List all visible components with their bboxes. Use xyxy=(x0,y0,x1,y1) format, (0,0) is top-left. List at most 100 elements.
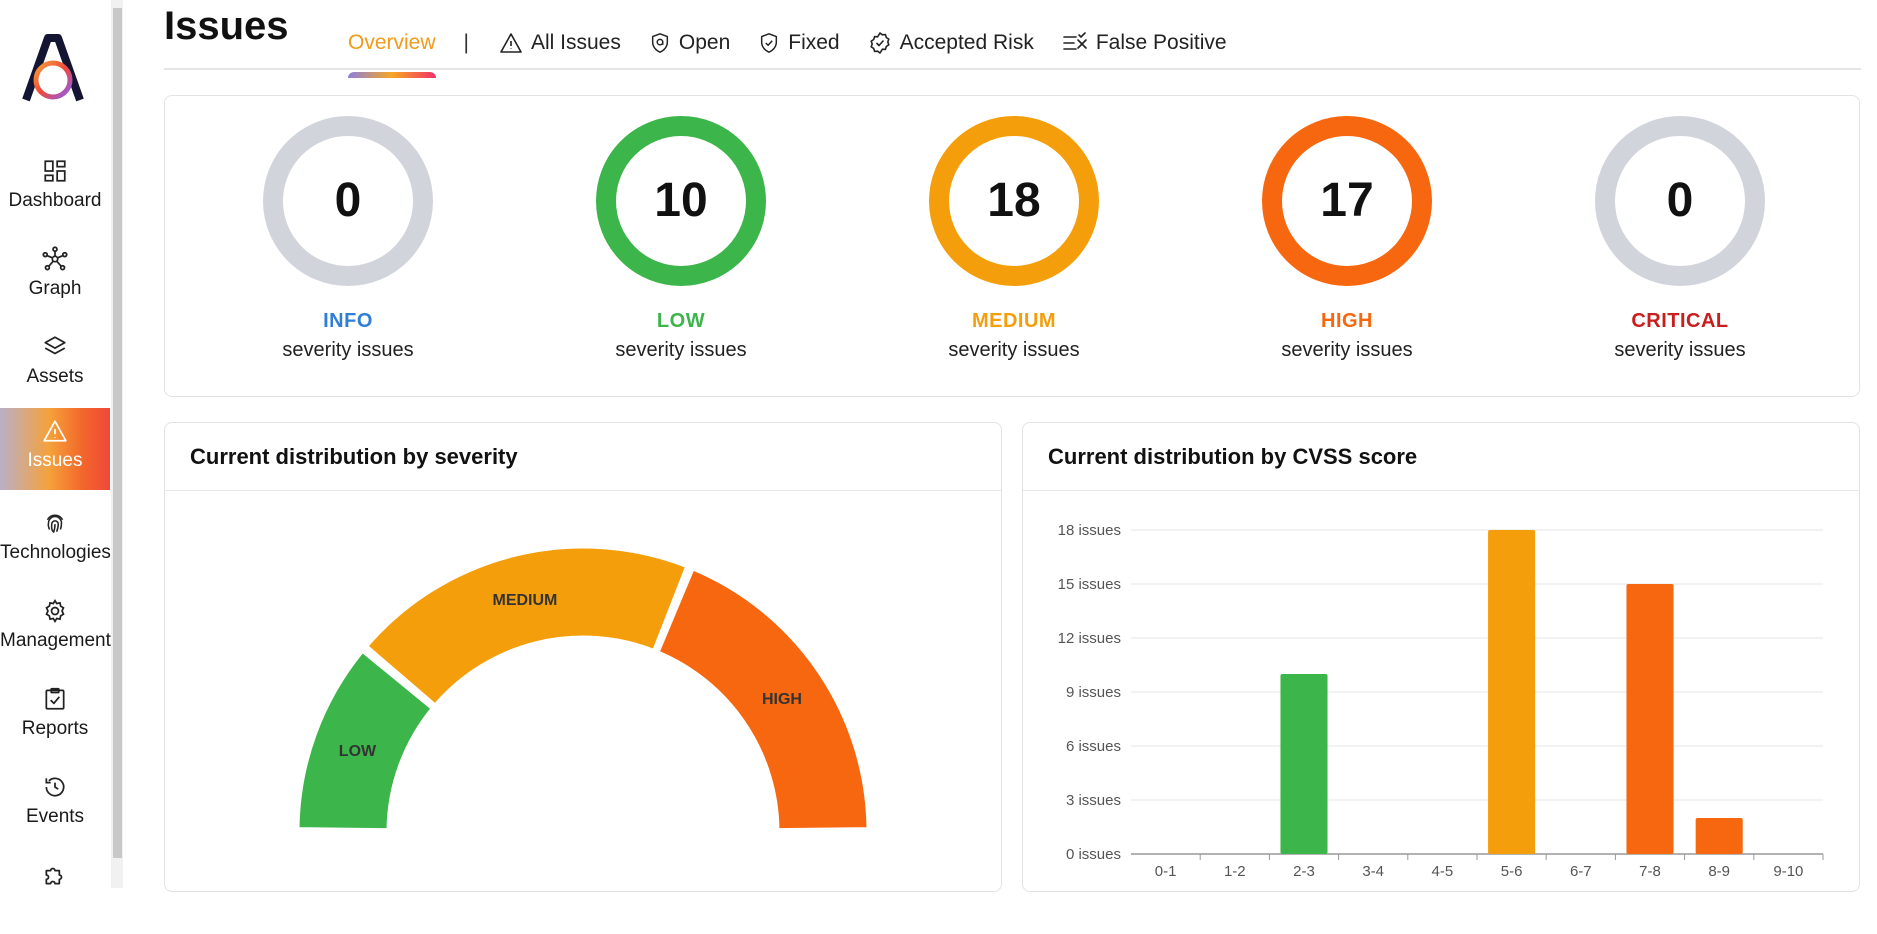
severity-low[interactable]: 10 LOW severity issues xyxy=(551,116,811,362)
sidebar-item-extensions[interactable] xyxy=(0,852,110,934)
severity-subtitle: severity issues xyxy=(1614,339,1746,361)
ring-circle xyxy=(1262,116,1432,286)
severity-count: 17 xyxy=(1320,174,1374,227)
tab-all-issues[interactable]: All Issues xyxy=(499,26,621,60)
severity-name: CRITICAL xyxy=(1631,310,1729,332)
tab-label: False Positive xyxy=(1095,31,1227,54)
warning-icon xyxy=(43,420,67,442)
tab-label: Fixed xyxy=(788,31,840,54)
gauge-slice-low[interactable] xyxy=(296,649,434,832)
y-tick-label: 9 issues xyxy=(1066,684,1121,701)
severity-info[interactable]: 0 INFO severity issues xyxy=(218,116,478,362)
severity-name: HIGH xyxy=(1321,310,1373,332)
sidebar-item-events[interactable]: Events xyxy=(0,764,110,846)
x-tick-label: 9-10 xyxy=(1773,863,1803,880)
gauge-label: HIGH xyxy=(762,691,802,708)
app-logo[interactable] xyxy=(18,30,88,106)
severity-summary-card: 0 INFO severity issues 10 LOW severity i… xyxy=(164,95,1860,397)
shield-check-icon xyxy=(761,33,778,53)
sidebar-scrollbar[interactable] xyxy=(111,0,123,888)
gauge-label: LOW xyxy=(339,743,377,760)
sidebar-item-label: Dashboard xyxy=(8,190,102,211)
page-title: Issues xyxy=(164,4,289,48)
tab-label: All Issues xyxy=(531,31,621,54)
puzzle-icon xyxy=(45,867,63,885)
sidebar: Dashboard Graph Assets Issues Technologi… xyxy=(0,0,111,888)
y-tick-label: 15 issues xyxy=(1058,576,1121,593)
tab-label: Accepted Risk xyxy=(899,31,1034,54)
sidebar-item-reports[interactable]: Reports xyxy=(0,676,110,758)
severity-subtitle: severity issues xyxy=(948,339,1080,361)
severity-name: LOW xyxy=(656,310,706,332)
sidebar-item-label: Issues xyxy=(27,450,83,471)
scrollbar-thumb[interactable] xyxy=(113,8,122,858)
severity-count: 18 xyxy=(987,174,1041,227)
sidebar-item-dashboard[interactable]: Dashboard xyxy=(0,148,110,230)
sidebar-item-label: Management xyxy=(0,630,111,651)
x-tick-label: 6-7 xyxy=(1570,863,1592,880)
gauge-slice-high[interactable] xyxy=(656,567,870,832)
sidebar-item-graph[interactable]: Graph xyxy=(0,236,110,318)
tab-accepted-risk[interactable]: Accepted Risk xyxy=(868,26,1034,60)
severity-subtitle: severity issues xyxy=(615,339,747,361)
severity-distribution-card: Current distribution by severity LOW MEDI… xyxy=(164,422,1002,892)
sidebar-item-management[interactable]: Management xyxy=(0,588,111,670)
y-tick-label: 0 issues xyxy=(1066,846,1121,863)
ring-circle xyxy=(1595,116,1765,286)
x-tick-label: 7-8 xyxy=(1639,863,1661,880)
card-title: Current distribution by CVSS score xyxy=(1023,423,1859,491)
ring-circle xyxy=(929,116,1099,286)
gauge-slice-medium[interactable] xyxy=(365,545,689,707)
ring-circle xyxy=(596,116,766,286)
card-title: Current distribution by severity xyxy=(165,423,1001,491)
severity-high[interactable]: 17 HIGH severity issues xyxy=(1217,116,1477,362)
bar-5-6[interactable] xyxy=(1488,530,1536,854)
cvss-distribution-card: Current distribution by CVSS score 0 iss… xyxy=(1022,422,1860,892)
severity-ring: 17 xyxy=(1262,116,1432,286)
bar-2-3[interactable] xyxy=(1280,674,1328,854)
tab-bar: Overview | All Issues Open Fixed Accepte… xyxy=(348,18,1255,78)
dashboard-icon xyxy=(44,160,66,182)
y-tick-label: 18 issues xyxy=(1058,522,1121,539)
severity-ring: 18 xyxy=(929,116,1099,286)
main-content: Issues Overview | All Issues Open Fixed … xyxy=(140,0,1865,892)
x-tick-label: 1-2 xyxy=(1224,863,1246,880)
tab-false-positive[interactable]: False Positive xyxy=(1062,26,1227,60)
sidebar-item-issues[interactable]: Issues xyxy=(0,408,110,490)
bar-8-9[interactable] xyxy=(1695,818,1743,854)
severity-medium[interactable]: 18 MEDIUM severity issues xyxy=(884,116,1144,362)
graph-icon xyxy=(42,246,68,271)
x-tick-label: 5-6 xyxy=(1501,863,1523,880)
severity-count: 0 xyxy=(1666,174,1694,227)
sidebar-item-label: Technologies xyxy=(0,542,111,563)
x-tick-label: 3-4 xyxy=(1362,863,1384,880)
sidebar-item-label: Graph xyxy=(28,278,82,299)
severity-gauge-chart: LOW MEDIUM HIGH xyxy=(296,545,870,832)
sidebar-item-label: Assets xyxy=(26,366,84,387)
tab-fixed[interactable]: Fixed xyxy=(758,26,840,60)
header-divider xyxy=(164,68,1861,70)
severity-ring: 10 xyxy=(596,116,766,286)
sidebar-item-assets[interactable]: Assets xyxy=(0,324,110,406)
sidebar-item-label: Events xyxy=(25,806,85,827)
ring-circle xyxy=(263,116,433,286)
y-tick-label: 12 issues xyxy=(1058,630,1121,647)
x-tick-label: 8-9 xyxy=(1708,863,1730,880)
tab-overview[interactable]: Overview xyxy=(348,26,436,78)
sidebar-item-technologies[interactable]: Technologies xyxy=(0,500,111,582)
fingerprint-icon xyxy=(46,514,64,534)
y-tick-label: 6 issues xyxy=(1066,738,1121,755)
tab-label: Open xyxy=(678,31,731,54)
list-x-icon xyxy=(1063,32,1087,50)
warning-icon xyxy=(500,33,522,53)
severity-count: 10 xyxy=(654,174,708,227)
severity-critical[interactable]: 0 CRITICAL severity issues xyxy=(1550,116,1810,362)
tab-open[interactable]: Open xyxy=(649,26,730,60)
bar-7-8[interactable] xyxy=(1626,584,1674,854)
history-icon xyxy=(45,777,65,797)
severity-count: 0 xyxy=(334,174,362,227)
tab-separator: | xyxy=(463,31,469,54)
severity-ring: 0 xyxy=(263,116,433,286)
layers-icon xyxy=(44,336,66,355)
gear-icon xyxy=(45,599,65,623)
